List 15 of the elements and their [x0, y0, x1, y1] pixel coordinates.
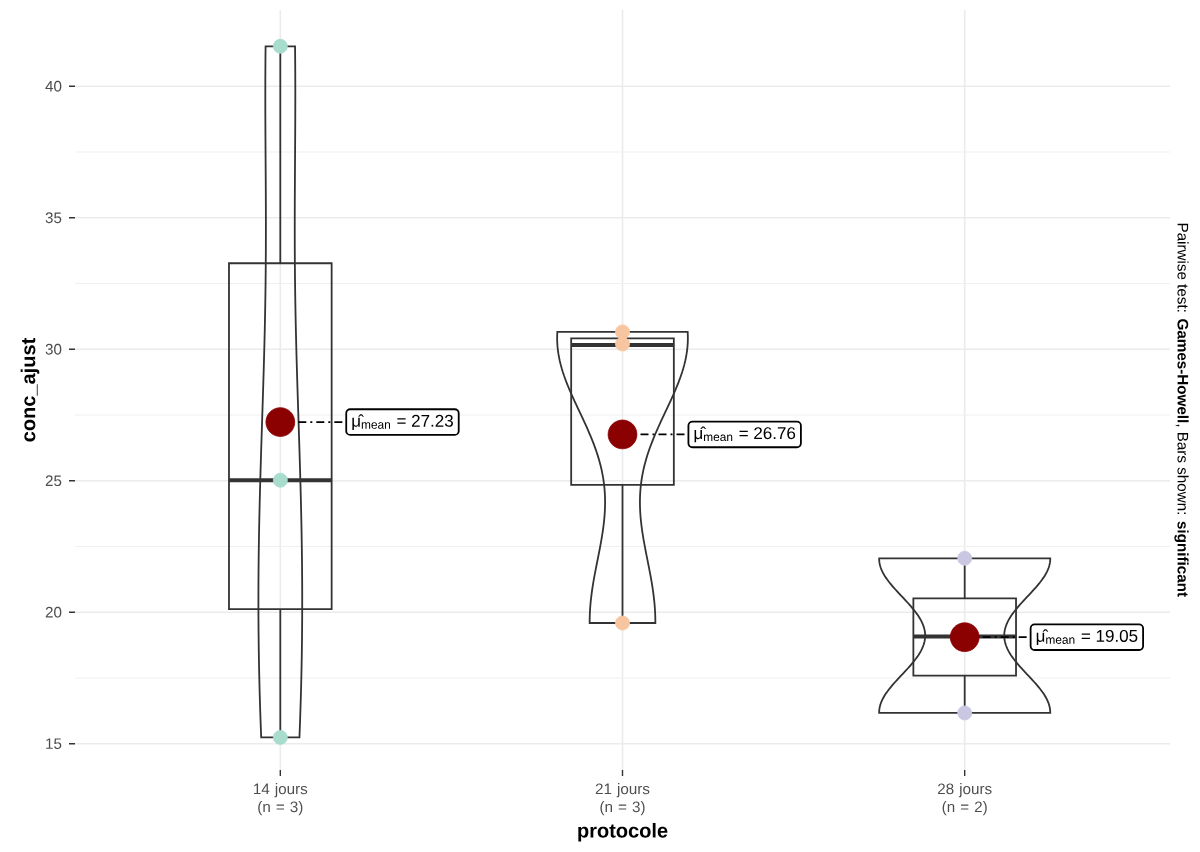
y-tick-label: 25: [45, 475, 62, 487]
x-axis-title: protocole: [578, 822, 668, 842]
x-tick-label: 21 jours (n = 3): [595, 783, 650, 816]
x-tick-label: 28 jours (n = 2): [937, 783, 992, 816]
y-axis-title: conc_ajust: [20, 337, 40, 442]
y-tick-label: 40: [45, 80, 62, 92]
text: Pairwise test: Games-Howell, Bars shown: significant: [1174, 223, 1189, 597]
annotation: μ̂$_{mean}$ = 27.23: [352, 414, 453, 430]
y-tick-label: 30: [45, 343, 62, 355]
annotation: μ̂$_{mean}$ = 19.05: [1036, 629, 1138, 646]
y-tick-label: 20: [45, 606, 62, 618]
x-tick-label: 14 jours (n = 3): [254, 783, 308, 816]
y-tick-label: 35: [45, 212, 62, 224]
annotation: μ̂$_{mean}$ = 26.76: [694, 426, 796, 443]
y-tick-label: 15: [46, 738, 62, 750]
